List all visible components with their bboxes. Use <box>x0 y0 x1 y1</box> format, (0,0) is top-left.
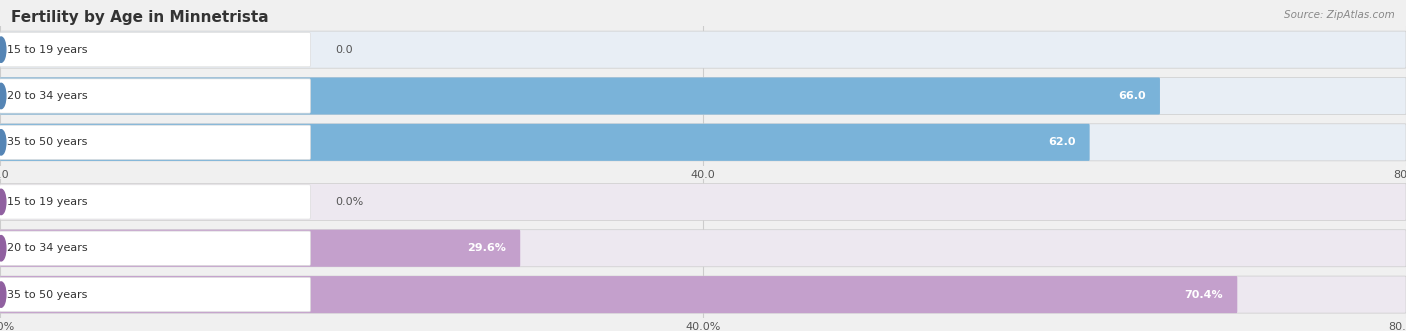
Text: 15 to 19 years: 15 to 19 years <box>7 197 87 207</box>
FancyBboxPatch shape <box>0 124 1406 161</box>
FancyBboxPatch shape <box>0 124 1090 161</box>
FancyBboxPatch shape <box>0 31 1406 68</box>
Circle shape <box>0 130 6 155</box>
Text: 0.0: 0.0 <box>336 45 353 55</box>
FancyBboxPatch shape <box>0 77 1160 115</box>
Text: 62.0: 62.0 <box>1047 137 1076 147</box>
FancyBboxPatch shape <box>0 185 311 219</box>
FancyBboxPatch shape <box>0 276 1237 313</box>
FancyBboxPatch shape <box>0 77 1406 115</box>
FancyBboxPatch shape <box>0 277 311 312</box>
FancyBboxPatch shape <box>0 79 311 113</box>
FancyBboxPatch shape <box>0 276 1406 313</box>
Text: 20 to 34 years: 20 to 34 years <box>7 91 87 101</box>
Text: 29.6%: 29.6% <box>467 243 506 253</box>
Text: Source: ZipAtlas.com: Source: ZipAtlas.com <box>1284 10 1395 20</box>
Text: Fertility by Age in Minnetrista: Fertility by Age in Minnetrista <box>11 10 269 25</box>
Circle shape <box>0 189 6 214</box>
FancyBboxPatch shape <box>0 32 311 67</box>
Circle shape <box>0 37 6 62</box>
Text: 35 to 50 years: 35 to 50 years <box>7 137 87 147</box>
Text: 35 to 50 years: 35 to 50 years <box>7 290 87 300</box>
Circle shape <box>0 83 6 109</box>
Circle shape <box>0 282 6 307</box>
Circle shape <box>0 236 6 261</box>
FancyBboxPatch shape <box>0 125 311 160</box>
Text: 0.0%: 0.0% <box>336 197 364 207</box>
Text: 20 to 34 years: 20 to 34 years <box>7 243 87 253</box>
FancyBboxPatch shape <box>0 231 311 265</box>
FancyBboxPatch shape <box>0 230 1406 267</box>
FancyBboxPatch shape <box>0 230 520 267</box>
Text: 70.4%: 70.4% <box>1185 290 1223 300</box>
FancyBboxPatch shape <box>0 183 1406 220</box>
Text: 66.0: 66.0 <box>1118 91 1146 101</box>
Text: 15 to 19 years: 15 to 19 years <box>7 45 87 55</box>
